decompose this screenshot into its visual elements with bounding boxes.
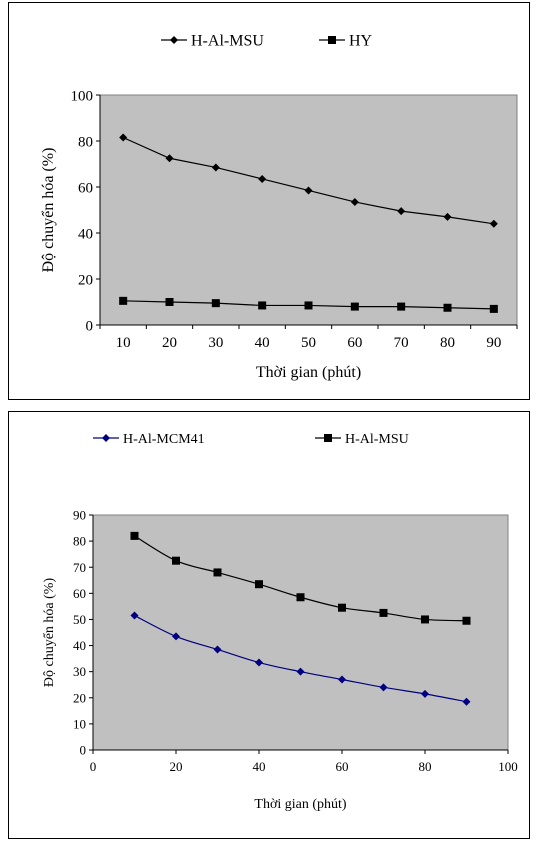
data-point xyxy=(119,133,128,142)
data-point xyxy=(258,174,267,183)
x-tick-label: 100 xyxy=(498,759,518,774)
y-tick-label: 0 xyxy=(86,318,94,334)
data-point xyxy=(397,302,406,311)
data-point xyxy=(258,301,267,310)
legend-label: H-Al-MCM41 xyxy=(123,432,205,447)
chart-1-svg: 0 20 40 60 80 100 10 20 30 40 50 60 70 80 90 Thời gian … xyxy=(40,33,518,381)
legend-marker xyxy=(324,434,332,442)
data-point xyxy=(338,603,346,612)
legend-marker xyxy=(102,434,110,442)
data-point xyxy=(397,207,406,216)
data-point xyxy=(489,304,498,313)
y-tick-label: 50 xyxy=(73,612,86,627)
data-point xyxy=(421,615,429,624)
data-point xyxy=(379,608,388,617)
chart-panel-2: 0 10 20 30 40 50 60 70 80 90 0 20 40 60 80 100 Thời gian… xyxy=(8,411,530,839)
y-tick-label: 70 xyxy=(73,560,86,575)
y-tick-label: 100 xyxy=(71,88,94,104)
x-axis-label: Thời gian (phút) xyxy=(256,364,361,381)
legend-label: H-Al-MSU xyxy=(191,33,264,50)
data-point xyxy=(165,154,174,163)
x-tick-label: 10 xyxy=(116,335,131,351)
y-axis-label: Độ chuyển hóa (%) xyxy=(40,148,57,273)
data-point xyxy=(379,683,388,692)
data-point xyxy=(165,298,174,306)
data-point xyxy=(462,616,471,625)
y-tick-label: 60 xyxy=(73,586,86,601)
data-point xyxy=(296,667,305,676)
data-point xyxy=(211,163,220,172)
y-axis-label: Độ chuyển hóa (%) xyxy=(42,578,57,688)
x-tick-label: 40 xyxy=(253,759,266,774)
y-tick-label: 40 xyxy=(78,226,93,242)
data-point xyxy=(338,675,346,684)
data-point xyxy=(213,568,222,577)
y-tick-label: 20 xyxy=(73,690,86,705)
y-tick-label: 60 xyxy=(78,180,93,196)
y-tick-label: 80 xyxy=(73,534,86,549)
data-point xyxy=(255,658,263,667)
chart-2-svg: 0 10 20 30 40 50 60 70 80 90 0 20 40 60 80 100 Thời gian… xyxy=(42,432,518,812)
y-tick-label: 40 xyxy=(73,638,86,653)
data-point xyxy=(119,296,128,305)
x-tick-label: 60 xyxy=(336,759,349,774)
data-point xyxy=(462,697,471,706)
legend-marker xyxy=(328,36,336,44)
data-point xyxy=(350,197,359,206)
data-point xyxy=(211,299,220,308)
data-point xyxy=(255,580,263,589)
x-tick-label: 50 xyxy=(301,335,316,351)
x-axis-label: Thời gian (phút) xyxy=(254,797,347,812)
chart-panel-1: 0 20 40 60 80 100 10 20 30 40 50 60 70 80 90 Thời gian … xyxy=(8,2,530,400)
y-tick-label: 0 xyxy=(80,743,87,758)
y-tick-label: 30 xyxy=(73,664,86,679)
plot-area xyxy=(92,514,509,751)
data-point xyxy=(421,689,429,698)
x-tick-label: 0 xyxy=(90,759,97,774)
x-tick-label: 40 xyxy=(255,335,270,351)
plot-area xyxy=(99,94,518,326)
data-point xyxy=(130,531,139,540)
y-tick-label: 20 xyxy=(78,272,93,288)
data-point xyxy=(130,611,139,620)
x-tick-label: 20 xyxy=(170,759,183,774)
legend-label: HY xyxy=(349,33,373,50)
data-point xyxy=(304,186,313,195)
y-tick-label: 10 xyxy=(73,716,86,731)
data-point xyxy=(304,301,313,310)
data-point xyxy=(443,303,452,312)
data-point xyxy=(172,556,180,565)
legend-marker xyxy=(170,36,178,44)
data-point xyxy=(296,593,305,602)
data-point xyxy=(489,219,498,228)
data-point xyxy=(213,645,222,654)
data-point xyxy=(350,302,359,311)
x-tick-label: 30 xyxy=(208,335,223,351)
x-tick-label: 60 xyxy=(347,335,362,351)
y-tick-label: 90 xyxy=(73,508,86,523)
data-point xyxy=(172,632,180,641)
y-tick-label: 80 xyxy=(78,134,93,150)
x-tick-label: 80 xyxy=(440,335,455,351)
x-tick-label: 20 xyxy=(162,335,177,351)
data-point xyxy=(443,212,452,221)
x-tick-label: 70 xyxy=(394,335,409,351)
x-tick-label: 90 xyxy=(486,335,501,351)
x-tick-label: 80 xyxy=(419,759,432,774)
legend-label: H-Al-MSU xyxy=(345,432,409,447)
